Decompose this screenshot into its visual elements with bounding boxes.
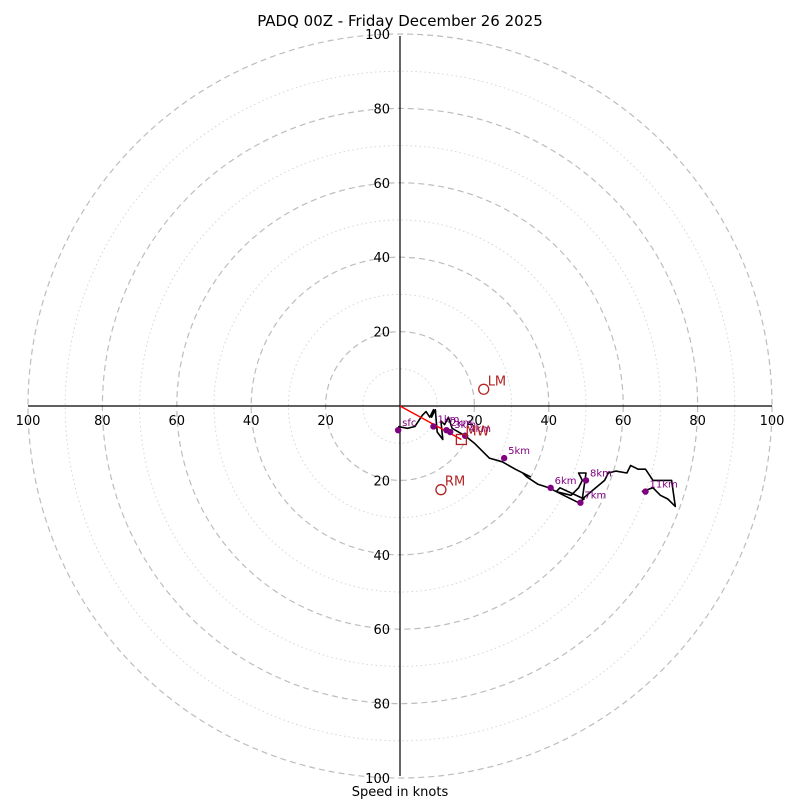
altitude-dot-3km xyxy=(447,428,454,436)
storm-marker-LM xyxy=(478,383,490,395)
x-tick-label: 40 xyxy=(243,414,260,429)
y-tick-label: 100 xyxy=(365,772,390,787)
y-tick-label: 60 xyxy=(373,623,390,638)
altitude-label-5km: 5km xyxy=(508,446,530,457)
altitude-dot-sfc xyxy=(394,426,402,434)
hodograph-line xyxy=(397,408,677,508)
y-tick-label: 40 xyxy=(373,549,390,564)
altitude-dot-8km xyxy=(582,477,590,484)
altitude-label-6km: 6km xyxy=(555,476,577,487)
x-tick-label: 100 xyxy=(760,414,785,429)
altitude-label-sfc: sfc xyxy=(402,418,416,429)
altitude-label-4km: 4km xyxy=(469,424,491,435)
hodograph-trace xyxy=(397,408,677,508)
storm-marker-MW xyxy=(455,433,468,446)
storm-marker-RM xyxy=(435,484,447,496)
chart-title: PADQ 00Z - Friday December 26 2025 xyxy=(257,12,543,30)
altitude-dot-7km xyxy=(577,499,584,506)
x-tick-label: 80 xyxy=(94,414,111,429)
y-tick-label: 80 xyxy=(373,698,390,713)
x-tick-label: 20 xyxy=(466,414,483,429)
x-tick-label: 100 xyxy=(16,414,41,429)
x-axis-label: Speed in knots xyxy=(352,785,449,800)
altitude-dot-5km xyxy=(500,454,508,462)
y-tick-label: 60 xyxy=(373,177,390,192)
x-tick-label: 60 xyxy=(169,414,186,429)
y-tick-label: 20 xyxy=(373,326,390,341)
altitude-label-3km: 3km xyxy=(454,420,476,431)
storm-motion-markers: LM RM MW xyxy=(435,374,506,496)
x-tick-label: 40 xyxy=(541,414,558,429)
x-tick-label: 60 xyxy=(615,414,632,429)
altitude-label-8km: 8km xyxy=(590,468,612,479)
y-tick-label: 80 xyxy=(373,102,390,117)
y-tick-label: 40 xyxy=(373,251,390,266)
y-tick-label: 20 xyxy=(373,474,390,489)
tick-labels: 100 80 60 40 20 20 40 60 80 100 100 80 60 40 20 20 40 60 8… xyxy=(16,28,785,787)
x-tick-label: 80 xyxy=(689,414,706,429)
altitude-label-7km: 7km xyxy=(584,491,606,502)
altitude-label-11km: 11km xyxy=(650,480,678,491)
storm-label-LM: LM xyxy=(488,374,506,389)
altitude-dot-6km xyxy=(547,484,554,492)
altitude-dot-1km xyxy=(430,423,437,430)
storm-label-MW: MW xyxy=(465,424,489,439)
x-tick-label: 20 xyxy=(317,414,334,429)
altitude-label-2km: 2km xyxy=(451,418,473,429)
altitude-label-1km: 1km xyxy=(437,414,459,425)
altitude-dot-11km xyxy=(642,488,649,495)
y-tick-label: 100 xyxy=(365,28,390,43)
storm-label-RM: RM xyxy=(445,475,465,490)
